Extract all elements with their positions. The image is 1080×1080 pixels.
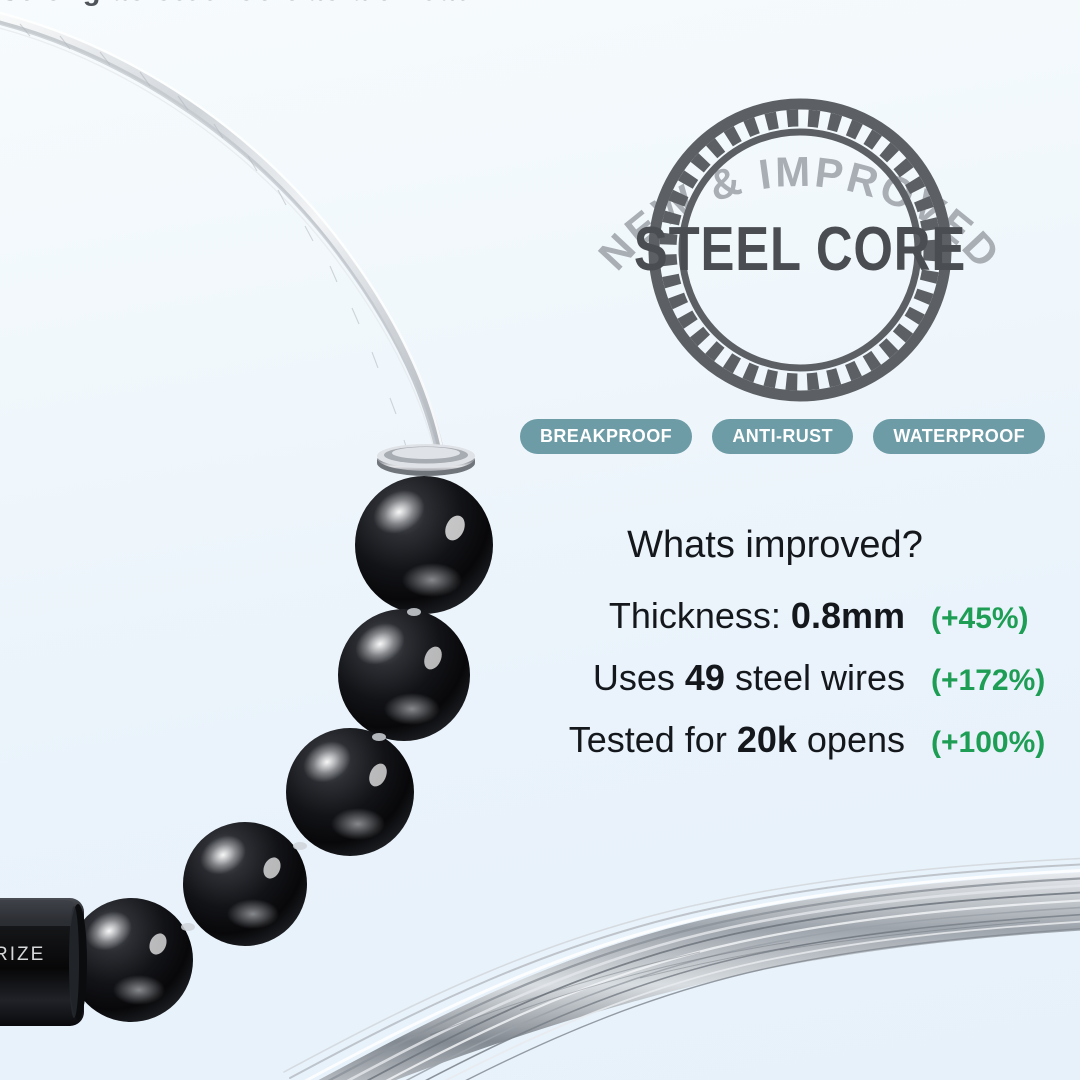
improvement-percent: (+172%) bbox=[931, 664, 1046, 697]
badge-ring: NEW & IMPROVED bbox=[589, 98, 1008, 402]
tagline: Strong as steel soft as a thread bbox=[0, 0, 560, 440]
improvement-label: Tested for 20k opens bbox=[569, 722, 905, 758]
badge-center-text: STEEL CORE bbox=[633, 215, 967, 284]
improvement-value: 20k bbox=[736, 719, 797, 760]
steel-cable-bundle bbox=[283, 857, 1080, 1080]
bead bbox=[286, 728, 414, 856]
pill-waterproof[interactable]: WATERPROOF bbox=[873, 419, 1045, 454]
bead bbox=[69, 898, 193, 1022]
improvement-percent: (+45%) bbox=[931, 602, 1029, 635]
improvement-value: 49 bbox=[684, 657, 725, 698]
improvement-row: Tested for 20k opens (+100%) bbox=[495, 722, 1055, 758]
bead-chain bbox=[69, 476, 493, 1022]
improvement-row: Thickness: 0.8mm (+45%) bbox=[495, 598, 1055, 634]
bead bbox=[183, 822, 307, 946]
tagline-text: Strong as steel soft as a thread bbox=[0, 0, 475, 7]
improvement-label: Uses 49 steel wires bbox=[593, 660, 905, 696]
improvements-title: Whats improved? bbox=[627, 524, 923, 566]
bead bbox=[355, 476, 493, 614]
improvements-section: Whats improved? Thickness: 0.8mm (+45%) … bbox=[495, 526, 1055, 758]
improvement-suffix: steel wires bbox=[724, 657, 905, 698]
pill-breakproof[interactable]: BREAKPROOF bbox=[520, 419, 693, 454]
improvement-suffix: opens bbox=[796, 719, 905, 760]
improvement-prefix: Uses bbox=[592, 657, 685, 698]
improvement-row: Uses 49 steel wires (+172%) bbox=[495, 660, 1055, 696]
bead bbox=[338, 609, 470, 741]
steel-core-badge: NEW & IMPROVED STEEL CORE bbox=[520, 14, 1080, 414]
improvement-prefix: Thickness: bbox=[608, 595, 791, 636]
pill-anti-rust[interactable]: ANTI-RUST bbox=[712, 419, 853, 454]
feature-pill-row: BREAKPROOF ANTI-RUST WATERPROOF bbox=[520, 419, 1045, 454]
improvements-rows: Thickness: 0.8mm (+45%) Uses 49 steel wi… bbox=[495, 598, 1055, 758]
improvement-percent: (+100%) bbox=[931, 726, 1046, 759]
clasp-brand-label: RIZE bbox=[0, 944, 46, 965]
improvement-value: 0.8mm bbox=[790, 595, 905, 636]
improvement-prefix: Tested for bbox=[568, 719, 737, 760]
metal-disc-spacer bbox=[377, 444, 475, 476]
improvement-label: Thickness: 0.8mm bbox=[609, 598, 905, 634]
